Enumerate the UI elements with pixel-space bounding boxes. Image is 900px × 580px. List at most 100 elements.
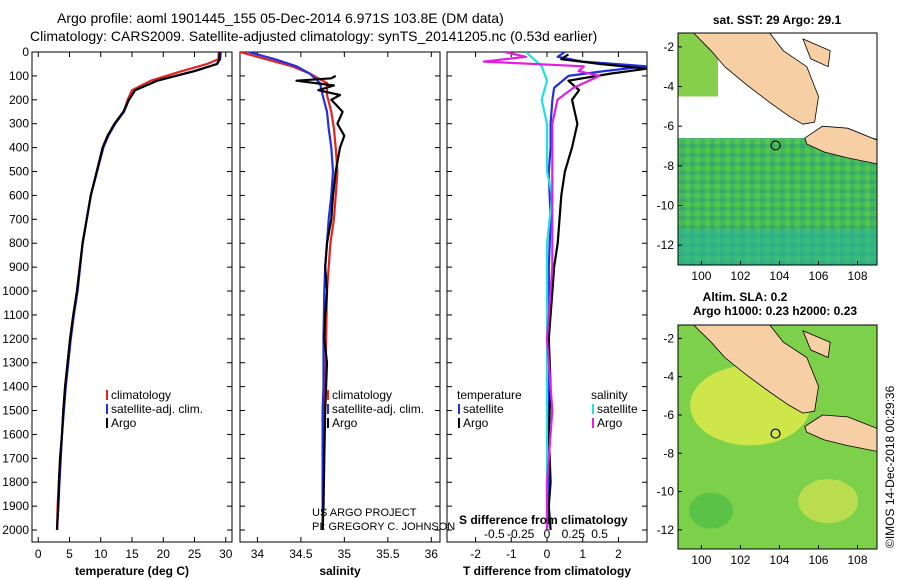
map-x-tick-label: 106 (808, 269, 828, 283)
map-y-tick-label: -8 (663, 159, 674, 173)
java-land (804, 125, 877, 165)
y-tick-label: 100 (9, 69, 29, 83)
map-x-tick-label: 102 (730, 269, 750, 283)
legend-label: Argo (463, 416, 489, 430)
secondary-tick-label: 0.5 (591, 527, 608, 541)
bangka-land (802, 329, 831, 359)
series-group (55, 52, 222, 531)
secondary-tick-label: 0.25 (562, 527, 586, 541)
map-y-tick-label: -6 (663, 119, 674, 133)
map-x-tick-label: 108 (847, 269, 867, 283)
y-tick-label: 200 (9, 93, 29, 107)
legend-label: Argo (111, 416, 137, 430)
x-tick-label: 10 (94, 547, 108, 561)
x-tick-label: 34 (251, 547, 265, 561)
sla-map-subtitle: Argo h1000: 0.23 h2000: 0.23 (693, 304, 857, 318)
secondary-tick-label: 0 (544, 527, 551, 541)
panel-salinity: 34 34.5 35 35.5 36 salinity climatologysatelli… (239, 51, 441, 578)
map-x-tick-label: 100 (691, 553, 711, 567)
x-tick-label: 35.5 (376, 547, 400, 561)
credit-line-2: PI: GREGORY C. JOHNSON (312, 521, 455, 533)
map-sst_map: 100 102 104 106 108 -2 -4 -6 -8 -10 -12 (657, 32, 878, 283)
x-tick-label: 20 (157, 547, 171, 561)
y-tick-label: 1700 (2, 451, 29, 465)
series-group (482, 52, 647, 531)
legend: temperaturesatelliteArgosalinitysatellit… (457, 388, 638, 430)
sst-map-title: sat. SST: 29 Argo: 29.1 (713, 13, 842, 27)
panel-difference: -2 -1 0 1 2 T difference from climatology temp… (446, 51, 648, 578)
sumatra-land (678, 325, 819, 414)
map-x-tick-label: 104 (769, 553, 789, 567)
series-line (525, 52, 554, 530)
y-tick-label: 1000 (2, 284, 29, 298)
bangka-land (802, 38, 831, 68)
y-tick-label: 400 (9, 141, 29, 155)
series-line (295, 74, 346, 531)
axes-frame (239, 51, 441, 543)
map-x-tick-label: 100 (691, 269, 711, 283)
sla-high (798, 479, 859, 524)
series-line (55, 52, 220, 531)
map-sla_map: 100 102 104 106 108 -2 -4 -6 -8 -10 -12 (657, 324, 878, 567)
argo-position-marker (770, 428, 781, 439)
legend-label: climatology (332, 388, 392, 402)
legend-label: satellite-adj. clim. (332, 402, 424, 416)
y-tick-label: 2000 (2, 523, 29, 537)
series-line (55, 52, 221, 531)
x-tick-label: 1 (579, 547, 586, 561)
y-tick-label: 300 (9, 117, 29, 131)
secondary-tick-label: -0.25 (507, 527, 535, 541)
map-x-tick-label: 108 (847, 553, 867, 567)
x-tick-label: 25 (188, 547, 202, 561)
series-line (55, 52, 222, 531)
y-tick-label: 900 (9, 260, 29, 274)
map-frame (677, 32, 878, 266)
legend-label: satellite (597, 402, 638, 416)
x-tick-label: 5 (66, 547, 73, 561)
x-axis-label: temperature (deg C) (75, 564, 189, 578)
sla-low (689, 492, 734, 529)
map-x-tick-label: 102 (730, 553, 750, 567)
y-tick-label: 1600 (2, 427, 29, 441)
x-tick-label: 35 (338, 547, 352, 561)
series-line (545, 52, 647, 531)
x-tick-label: 36 (425, 547, 439, 561)
map-y-tick-label: -8 (663, 446, 674, 460)
series-group (240, 52, 346, 531)
series-line (248, 52, 335, 530)
map-y-tick-label: -4 (663, 370, 674, 384)
imos-stamp: ©IMOS 14-Dec-2018 00:29:36 (883, 385, 897, 548)
java-land (804, 414, 877, 452)
y-tick-label: 1100 (3, 308, 29, 322)
legend-label: Argo (597, 416, 623, 430)
map-frame (677, 324, 878, 550)
map-y-tick-label: -10 (657, 485, 675, 499)
y-tick-label: 700 (9, 212, 29, 226)
y-tick-label: 1900 (2, 499, 29, 513)
y-tick-label: 800 (9, 236, 29, 250)
map-y-tick-label: -12 (657, 523, 675, 537)
map-y-tick-label: -12 (657, 238, 675, 252)
secondary-axis-label: S difference from climatology (459, 513, 628, 527)
y-tick-label: 1500 (2, 404, 29, 418)
x-axis-label: T difference from climatology (463, 564, 631, 578)
y-tick-label: 600 (9, 188, 29, 202)
series-line (547, 53, 647, 531)
credit-line-1: US ARGO PROJECT (312, 507, 417, 519)
map-y-tick-label: -6 (663, 408, 674, 422)
y-tick-label: 0 (22, 45, 29, 59)
map-x-tick-label: 106 (808, 553, 828, 567)
map-x-tick-label: 104 (769, 269, 789, 283)
legend-label: satellite-adj. clim. (111, 402, 203, 416)
x-tick-label: 15 (125, 547, 139, 561)
x-tick-label: 2 (615, 547, 622, 561)
x-tick-label: 34.5 (289, 547, 313, 561)
map-content (678, 33, 877, 265)
sumatra-land (678, 33, 819, 125)
map-y-tick-label: -4 (663, 80, 674, 94)
y-tick-label: 1300 (2, 356, 29, 370)
y-tick-label: 1200 (2, 332, 29, 346)
